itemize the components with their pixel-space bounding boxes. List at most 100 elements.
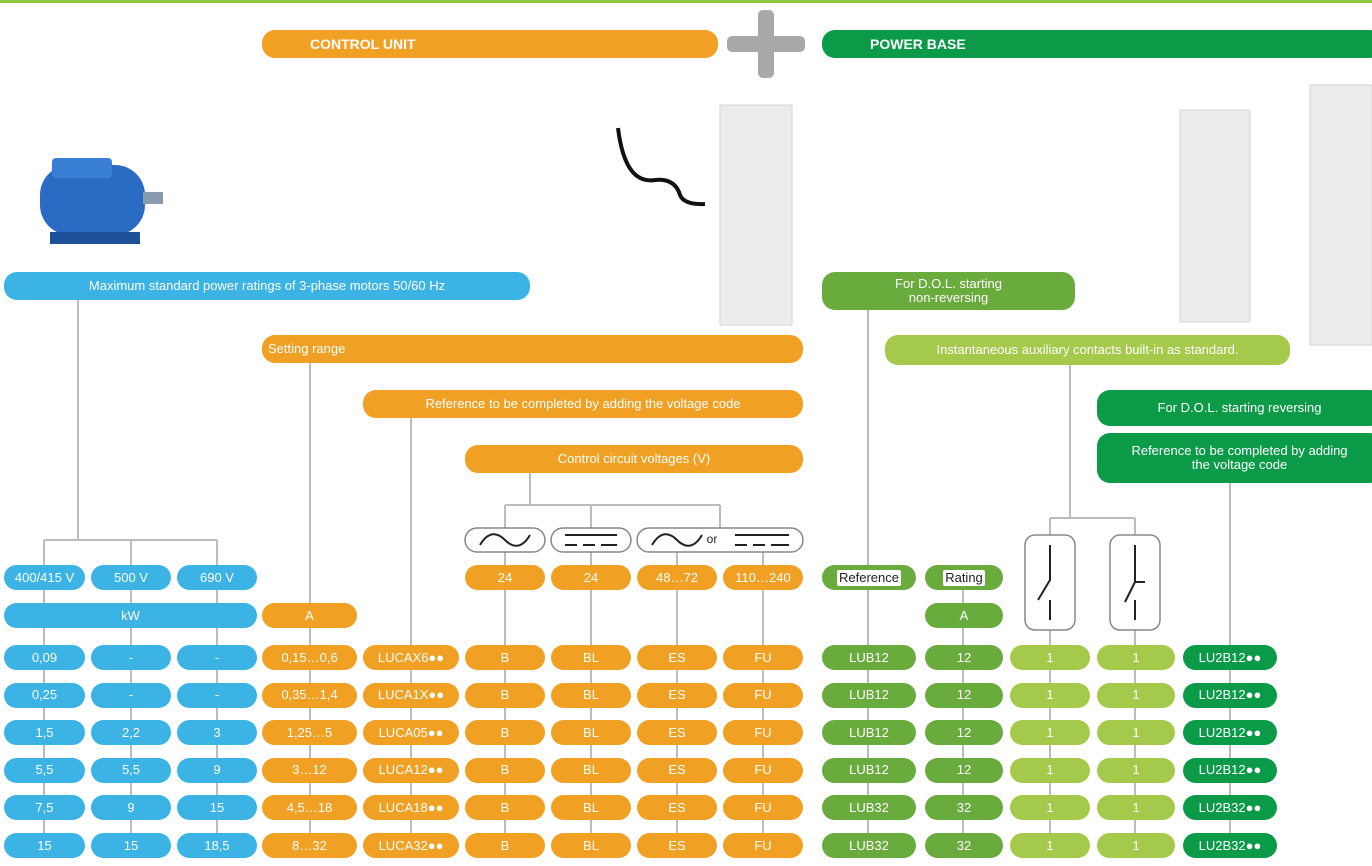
table-cell: FU [723, 795, 803, 821]
table-cell: 1 [1010, 720, 1090, 746]
table-cell: LUB32 [822, 795, 916, 821]
power-unit: kW [4, 603, 257, 628]
table-cell: BL [551, 795, 631, 821]
table-cell: 1 [1097, 833, 1175, 858]
table-cell: B [465, 757, 545, 783]
reference-header: Reference [822, 565, 916, 590]
motor-voltage: 690 V [177, 565, 257, 590]
table-cell: 12 [925, 720, 1003, 746]
table-cell: 0,25 [4, 682, 85, 708]
top-rule [0, 0, 1372, 3]
table-cell: - [91, 645, 171, 670]
table-cell: 12 [925, 645, 1003, 670]
cable [616, 127, 706, 207]
table-cell: 0,09 [4, 645, 85, 670]
table-cell: B [465, 645, 545, 670]
motor-image [40, 158, 163, 244]
control-voltage: 24 [551, 565, 631, 590]
rating-header-text: Rating [943, 569, 985, 586]
table-cell: LUCA18●● [363, 795, 459, 821]
table-cell: FU [723, 757, 803, 783]
reference-header-text: Reference [837, 569, 901, 586]
table-cell: LUCA05●● [363, 720, 459, 746]
setting-range-label: Setting range [262, 335, 803, 363]
table-cell: FU [723, 720, 803, 746]
table-cell: 5,5 [4, 757, 85, 783]
table-cell: 1 [1097, 757, 1175, 783]
aux-contacts-label: Instantaneous auxiliary contacts built-i… [885, 335, 1290, 365]
table-cell: 5,5 [91, 757, 171, 783]
table-cell: 1,25…5 [262, 720, 357, 746]
dol-reversing-label: For D.O.L. starting reversing [1097, 390, 1372, 426]
table-cell: 1 [1010, 757, 1090, 783]
table-cell: FU [723, 682, 803, 708]
table-cell: - [177, 682, 257, 708]
table-cell: B [465, 720, 545, 746]
table-cell: ES [637, 645, 717, 670]
table-cell: LU2B32●● [1183, 833, 1277, 858]
table-cell: LUB12 [822, 645, 916, 670]
control-voltage: 110…240 [723, 565, 803, 590]
table-cell: LUCAX6●● [363, 645, 459, 670]
product-images [719, 84, 1372, 346]
table-cell: 15 [91, 833, 171, 858]
table-cell: 4,5…18 [262, 795, 357, 821]
table-cell: 0,15…0,6 [262, 645, 357, 670]
motor-ratings-label: Maximum standard power ratings of 3-phas… [4, 272, 530, 300]
table-cell: B [465, 682, 545, 708]
table-cell: LUCA1X●● [363, 682, 459, 708]
table-cell: B [465, 833, 545, 858]
table-cell: 3 [177, 720, 257, 746]
symbols [479, 533, 1145, 620]
table-cell: LU2B12●● [1183, 682, 1277, 708]
control-voltages-label: Control circuit voltages (V) [465, 445, 803, 473]
table-cell: 1 [1097, 645, 1175, 670]
table-cell: 1 [1097, 720, 1175, 746]
dol-non-reversing-label: For D.O.L. starting non-reversing [822, 272, 1075, 310]
table-cell: 1 [1010, 645, 1090, 670]
table-cell: LU2B12●● [1183, 645, 1277, 670]
table-cell: BL [551, 645, 631, 670]
control-voltage: 24 [465, 565, 545, 590]
power-base-header: POWER BASE [822, 30, 1372, 58]
pb-reference-label: Reference to be completed by adding the … [1097, 433, 1372, 483]
or-label: or [707, 532, 718, 546]
table-cell: ES [637, 833, 717, 858]
table-cell: 9 [91, 795, 171, 821]
table-cell: 15 [4, 833, 85, 858]
table-cell: 1,5 [4, 720, 85, 746]
table-cell: LUCA32●● [363, 833, 459, 858]
table-cell: BL [551, 833, 631, 858]
table-cell: 18,5 [177, 833, 257, 858]
table-cell: 12 [925, 682, 1003, 708]
cu-reference-label: Reference to be completed by adding the … [363, 390, 803, 418]
table-cell: LU2B12●● [1183, 757, 1277, 783]
table-cell: BL [551, 757, 631, 783]
table-cell: - [177, 645, 257, 670]
table-cell: LUB32 [822, 833, 916, 858]
table-cell: BL [551, 720, 631, 746]
motor-voltage: 400/415 V [4, 565, 85, 590]
table-cell: 1 [1010, 795, 1090, 821]
rating-unit: A [925, 603, 1003, 628]
table-cell: 32 [925, 795, 1003, 821]
table-cell: 0,35…1,4 [262, 682, 357, 708]
table-cell: 1 [1010, 833, 1090, 858]
table-cell: 3…12 [262, 757, 357, 783]
table-cell: LUB12 [822, 682, 916, 708]
table-cell: ES [637, 757, 717, 783]
table-cell: 7,5 [4, 795, 85, 821]
control-voltage: 48…72 [637, 565, 717, 590]
control-unit-header: CONTROL UNIT [262, 30, 718, 58]
table-cell: 8…32 [262, 833, 357, 858]
table-cell: FU [723, 833, 803, 858]
motor-voltage: 500 V [91, 565, 171, 590]
table-cell: LU2B12●● [1183, 720, 1277, 746]
rating-header: Rating [925, 565, 1003, 590]
table-cell: BL [551, 682, 631, 708]
table-cell: FU [723, 645, 803, 670]
table-cell: - [91, 682, 171, 708]
table-cell: 15 [177, 795, 257, 821]
